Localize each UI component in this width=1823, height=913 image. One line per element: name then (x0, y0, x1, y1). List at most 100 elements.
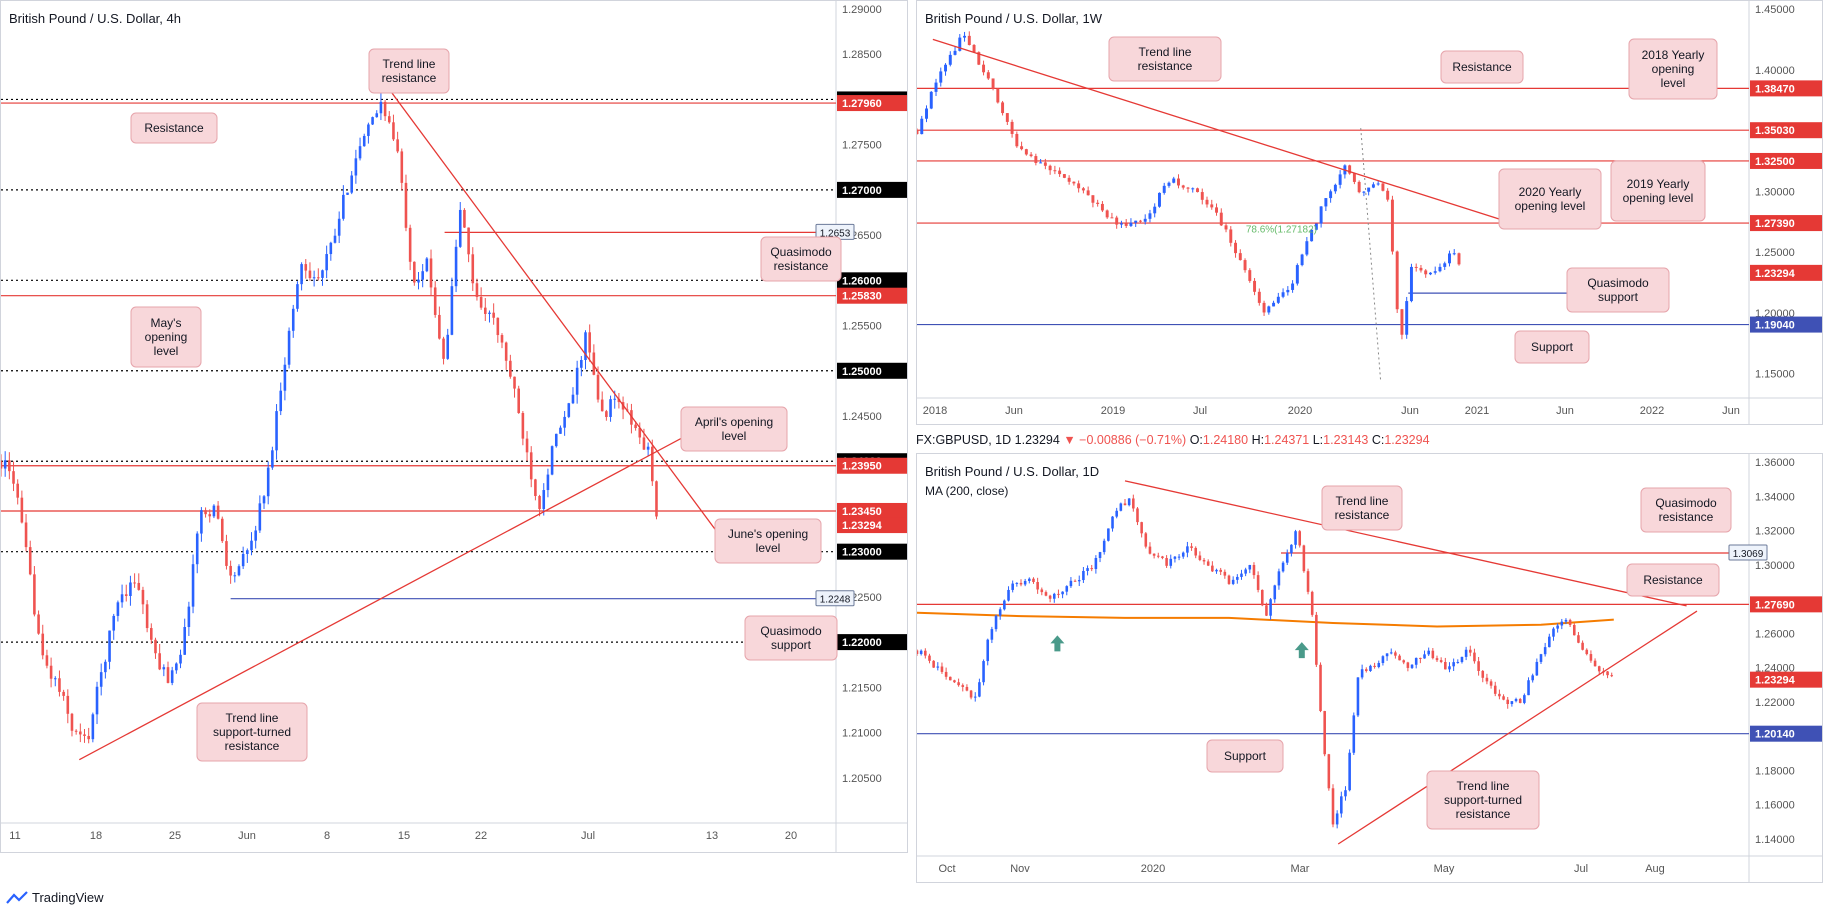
candle-body (1, 461, 3, 469)
annotation-text: Trend line resistance (1138, 45, 1193, 73)
x-tick-label: 8 (324, 830, 330, 842)
candle-body (1402, 660, 1406, 663)
candle-body (329, 242, 333, 255)
price-tag-label: 1.27960 (842, 98, 882, 110)
price-tag-box (1750, 725, 1822, 742)
annotation-text: Support (1224, 749, 1267, 763)
ohlc-high: 1.24371 (1264, 433, 1310, 447)
candle-body (458, 209, 462, 247)
candle-body (1464, 649, 1468, 657)
candle-body (216, 505, 220, 519)
y-tick-label: 1.21500 (842, 682, 882, 694)
candle-body (534, 479, 537, 496)
y-tick-label: 1.14000 (1755, 834, 1795, 846)
candle-body (450, 286, 454, 335)
annotation-text: Resistance (1643, 573, 1703, 587)
candle-body (953, 50, 957, 55)
candle-body (1367, 187, 1371, 192)
candle-body (1281, 562, 1285, 572)
annotation-text-line: Trend line (1336, 494, 1389, 508)
annotation-callout (1610, 160, 1706, 222)
candle-body (37, 614, 40, 634)
candle-body (1431, 650, 1435, 659)
candle-body (1069, 580, 1073, 587)
annotation-callout (368, 48, 450, 94)
candle-body (408, 227, 412, 262)
candle-body (1360, 669, 1364, 678)
candle-body (1444, 661, 1447, 670)
x-tick-label: 2022 (1640, 405, 1664, 417)
tradingview-brand[interactable]: TradingView (6, 890, 104, 905)
candle-body (333, 235, 337, 243)
candle-body (241, 553, 245, 567)
candle-body (609, 399, 612, 417)
candle-body (1194, 547, 1198, 556)
candle-body (87, 735, 90, 740)
candle-body (1498, 693, 1501, 697)
price-tag-box (1750, 80, 1822, 97)
candle-body (513, 376, 516, 389)
chart-weekly-canvas[interactable]: 1.450001.400001.300001.250001.200001.150… (917, 1, 1823, 425)
candle-body (1281, 292, 1285, 297)
candle-body (1223, 571, 1227, 576)
chart-4h[interactable]: 1.29000 1.28500 1.27500 1.26500 1.25500 1.245… (0, 0, 908, 853)
annotation-text-line: 2020 Yearly (1519, 185, 1582, 199)
candle-body (1011, 583, 1014, 590)
candle-body (1260, 589, 1264, 606)
candle-body (1291, 283, 1295, 290)
candle-body (1206, 561, 1210, 566)
candle-body (634, 424, 637, 429)
chart-weekly[interactable]: 1.45000 1.40000 1.30000 1.25000 1.20000 1.150… (916, 0, 1823, 425)
price-tag-label: 1.32500 (1755, 156, 1795, 168)
candle-body (1169, 558, 1173, 566)
candle-body (1048, 595, 1052, 599)
chart-daily-canvas[interactable]: 1.36000 1.34000 1.32000 1.30000 1.26000 1.240… (917, 454, 1823, 883)
candle-body (1473, 652, 1476, 662)
candle-body (1277, 571, 1281, 586)
annotation-text-line: Trend line (226, 711, 279, 725)
candle-body (1067, 177, 1071, 182)
candle-body (948, 676, 952, 681)
annotation-text-line: 2019 Yearly (1627, 177, 1690, 191)
candle-body (1023, 580, 1027, 585)
candle-body (978, 682, 981, 697)
price-tag-box (837, 272, 907, 289)
price-tag-box (837, 502, 907, 519)
price-tag-box (837, 95, 907, 112)
candle-body (200, 510, 203, 534)
candle-body (392, 122, 395, 140)
candle-body (1329, 191, 1333, 199)
candle-body (279, 390, 283, 412)
candle-body (1028, 578, 1031, 581)
candle-body (3, 460, 7, 469)
candle-body (546, 474, 550, 491)
candle-body (1001, 102, 1005, 114)
candle-body (917, 130, 919, 135)
x-tick-label: 13 (706, 830, 718, 842)
chart-4h-canvas[interactable]: 1.290001.285001.275001.265001.255001.245… (1, 1, 908, 853)
annotation-text-line: support-turned (1444, 793, 1522, 807)
candle-body (1409, 266, 1413, 302)
candle-body (919, 650, 923, 654)
x-tick-label: Aug (1645, 863, 1665, 875)
y-tick-label: 1.36000 (1755, 457, 1795, 469)
chart-daily[interactable]: 1.36000 1.34000 1.32000 1.30000 1.26000 1.240… (916, 453, 1823, 883)
candle-body (550, 446, 554, 475)
price-tag-label: 1.27690 (1755, 599, 1795, 611)
candle-body (986, 72, 990, 79)
y-tick-label: 1.34000 (1755, 491, 1795, 503)
candle-body (1285, 553, 1289, 563)
price-tag-box (837, 362, 907, 379)
candle-body (258, 503, 262, 531)
x-tick-label: 2019 (1101, 405, 1125, 417)
candle-body (1306, 571, 1310, 592)
candle-body (312, 277, 316, 279)
candle-body (1414, 657, 1418, 665)
x-tick-label: 2020 (1288, 405, 1312, 417)
candle-body (1398, 655, 1401, 661)
candle-body (1010, 121, 1014, 134)
candle-body (1094, 558, 1098, 570)
candle-body (1215, 207, 1218, 213)
candle-body (1424, 270, 1428, 275)
price-tag-label: 1.23294 (1755, 675, 1796, 687)
